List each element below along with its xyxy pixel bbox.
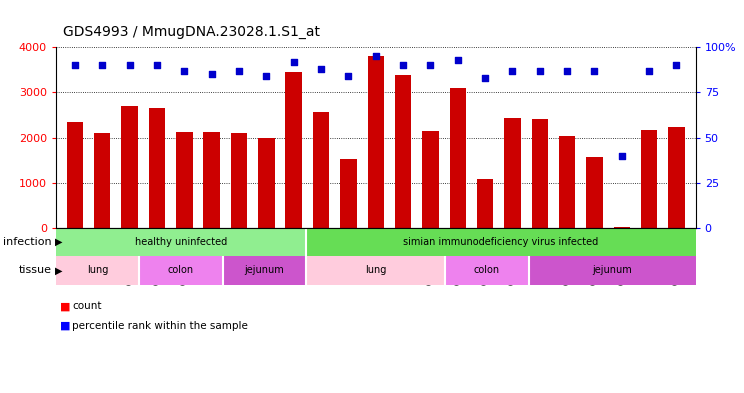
Point [479,75,491,81]
Bar [312,112,330,228]
Bar [67,122,83,228]
Bar [94,133,111,228]
Point [534,68,546,74]
Point [69,62,81,68]
Point [589,68,600,74]
Point [561,68,573,74]
Text: count: count [72,301,102,311]
Bar [231,133,247,228]
Point [616,152,628,159]
Bar [449,88,466,228]
Text: ▶: ▶ [55,237,62,247]
Bar [258,138,275,228]
Bar [149,108,165,228]
Text: lung: lung [365,265,386,275]
Bar [445,256,529,285]
Text: infection: infection [4,237,52,247]
Point [670,62,682,68]
Bar [139,256,222,285]
Bar [176,132,193,228]
Point [452,57,464,63]
Bar [56,256,139,285]
Text: percentile rank within the sample: percentile rank within the sample [72,321,248,331]
Point [397,62,409,68]
Point [370,53,382,59]
Text: GDS4993 / MmugDNA.23028.1.S1_at: GDS4993 / MmugDNA.23028.1.S1_at [63,25,320,39]
Text: jejunum: jejunum [245,265,284,275]
Point [288,59,300,65]
Bar [586,156,603,228]
Point [260,73,272,79]
Point [315,66,327,72]
Bar [368,56,384,228]
Text: jejunum: jejunum [592,265,632,275]
Text: ■: ■ [60,321,70,331]
Bar [531,119,548,228]
Bar [504,118,521,228]
Text: simian immunodeficiency virus infected: simian immunodeficiency virus infected [403,237,598,247]
Text: ▶: ▶ [55,265,62,275]
Point [124,62,135,68]
Bar [307,256,445,285]
Text: healthy uninfected: healthy uninfected [135,237,227,247]
Bar [395,75,411,228]
Point [151,62,163,68]
Point [425,62,437,68]
Text: colon: colon [474,265,500,275]
Bar [559,136,575,228]
Bar [222,256,307,285]
Bar [56,228,307,256]
Bar [307,228,696,256]
Bar [121,106,138,228]
Text: ■: ■ [60,301,70,311]
Point [205,71,217,77]
Text: tissue: tissue [19,265,52,275]
Bar [668,127,684,228]
Text: lung: lung [87,265,108,275]
Text: colon: colon [168,265,194,275]
Bar [641,130,658,228]
Bar [340,159,356,228]
Bar [529,256,696,285]
Bar [203,132,220,228]
Point [644,68,655,74]
Point [342,73,354,79]
Bar [422,131,439,228]
Point [233,68,245,74]
Point [96,62,108,68]
Point [179,68,190,74]
Bar [477,179,493,228]
Point [507,68,519,74]
Bar [614,227,630,228]
Bar [286,72,302,228]
